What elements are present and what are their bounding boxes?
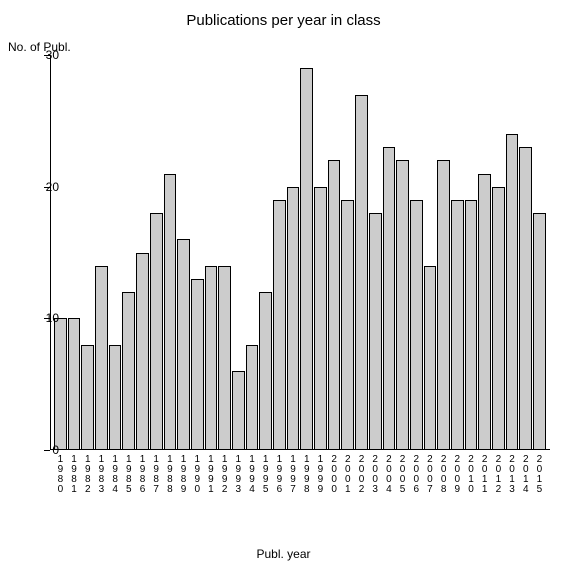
x-tick-label: 1982	[81, 455, 94, 495]
bar	[177, 239, 190, 450]
x-tick-label: 2005	[396, 455, 409, 495]
x-tick-label: 2001	[341, 455, 354, 495]
x-tick-label: 1980	[54, 455, 67, 495]
y-tick-label: 10	[46, 311, 59, 325]
x-tick-label: 2006	[410, 455, 423, 495]
bar	[424, 266, 437, 450]
x-tick-label: 1998	[300, 455, 313, 495]
x-axis-label: Publ. year	[0, 547, 567, 561]
bar	[369, 213, 382, 450]
x-tick-label: 2003	[369, 455, 382, 495]
bar	[410, 200, 423, 450]
bar	[287, 187, 300, 450]
x-tick-label: 2015	[533, 455, 546, 495]
x-tick-label: 2002	[355, 455, 368, 495]
bar	[218, 266, 231, 450]
bar	[451, 200, 464, 450]
x-tick-label: 1986	[136, 455, 149, 495]
x-tick-label: 1984	[109, 455, 122, 495]
bar	[519, 147, 532, 450]
bar	[437, 160, 450, 450]
x-tick-labels: 1980198119821983198419851986198719881989…	[54, 455, 546, 495]
bar	[95, 266, 108, 450]
bar	[383, 147, 396, 450]
bar	[478, 174, 491, 451]
x-tick-label: 1994	[246, 455, 259, 495]
x-tick-label: 2004	[383, 455, 396, 495]
chart-title: Publications per year in class	[0, 12, 567, 29]
y-tick-label: 20	[46, 180, 59, 194]
x-tick-label: 1989	[177, 455, 190, 495]
bar	[341, 200, 354, 450]
bar	[54, 318, 67, 450]
bar	[506, 134, 519, 450]
bar	[205, 266, 218, 450]
x-tick-label: 2014	[519, 455, 532, 495]
bar-series	[54, 55, 546, 450]
x-tick-label: 2012	[492, 455, 505, 495]
x-tick-label: 2008	[437, 455, 450, 495]
y-tick-label: 30	[46, 48, 59, 62]
y-tick	[44, 450, 50, 451]
x-tick-label: 2000	[328, 455, 341, 495]
x-tick-label: 1999	[314, 455, 327, 495]
x-tick-label: 2009	[451, 455, 464, 495]
bar	[465, 200, 478, 450]
bar	[314, 187, 327, 450]
bar	[300, 68, 313, 450]
bar	[81, 345, 94, 450]
x-tick-label: 2010	[465, 455, 478, 495]
x-tick-label: 1990	[191, 455, 204, 495]
bar	[109, 345, 122, 450]
bar	[492, 187, 505, 450]
bar	[273, 200, 286, 450]
bar	[533, 213, 546, 450]
y-axis-line	[50, 55, 51, 450]
y-axis-label: No. of Publ.	[8, 40, 71, 54]
x-tick-label: 1983	[95, 455, 108, 495]
bar	[122, 292, 135, 450]
x-tick-label: 2013	[506, 455, 519, 495]
x-tick-label: 1993	[232, 455, 245, 495]
bar	[396, 160, 409, 450]
bar	[68, 318, 81, 450]
x-tick-label: 1987	[150, 455, 163, 495]
bar	[191, 279, 204, 450]
bar	[259, 292, 272, 450]
x-tick-label: 1981	[68, 455, 81, 495]
x-tick-label: 2007	[424, 455, 437, 495]
x-tick-label: 1996	[273, 455, 286, 495]
x-tick-label: 1995	[259, 455, 272, 495]
bar	[232, 371, 245, 450]
x-tick-label: 1991	[205, 455, 218, 495]
bar	[164, 174, 177, 451]
x-tick-label: 1997	[287, 455, 300, 495]
bar	[136, 253, 149, 451]
plot-area	[50, 55, 550, 450]
x-tick-label: 1988	[164, 455, 177, 495]
bar	[328, 160, 341, 450]
bar	[355, 95, 368, 451]
bar	[150, 213, 163, 450]
bar	[246, 345, 259, 450]
x-tick-label: 1992	[218, 455, 231, 495]
publications-bar-chart: Publications per year in class No. of Pu…	[0, 0, 567, 567]
x-tick-label: 2011	[478, 455, 491, 495]
x-tick-label: 1985	[122, 455, 135, 495]
